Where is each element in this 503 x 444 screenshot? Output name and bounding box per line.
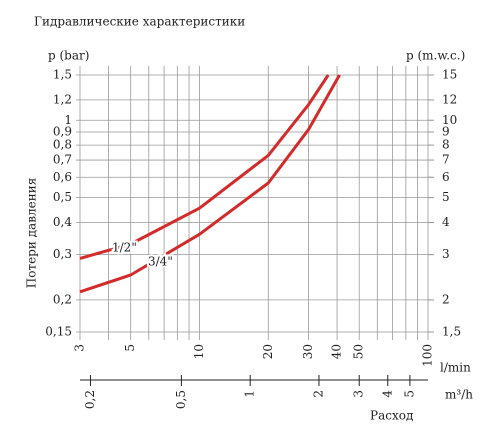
y2-tick-label: 12 (442, 92, 457, 106)
y2-tick-label: 8 (442, 138, 450, 152)
y-tick-label: 0,6 (53, 170, 72, 184)
y2-tick-label: 15 (442, 68, 457, 82)
y-tick-label: 0,15 (45, 325, 72, 339)
y2-tick-label: 10 (442, 113, 457, 127)
y-tick-label: 0,8 (53, 138, 72, 152)
y-axis-right-label: p (m.w.c.) (406, 49, 465, 63)
x-tick-label: 10 (192, 344, 206, 359)
x2-tick-label: 1 (243, 390, 257, 398)
y-tick-label: 0,7 (53, 153, 72, 167)
y-tick-label: 1,5 (53, 68, 72, 82)
x-tick-label: 3 (73, 344, 87, 352)
x-axis-title: Расход (370, 409, 413, 423)
y-tick-label: 0,2 (53, 292, 72, 306)
x-tick-label: 20 (261, 344, 275, 359)
y-tick-label: 1,2 (53, 92, 72, 106)
y-tick-label: 0,9 (53, 125, 72, 139)
y2-tick-label: 4 (442, 215, 450, 229)
line (79, 74, 341, 294)
y-tick-label: 1 (64, 113, 72, 127)
x2-tick-label: 0,5 (174, 390, 188, 409)
y2-tick-label: 1,5 (442, 325, 461, 339)
x-tick-label: 40 (330, 344, 344, 359)
y2-tick-label: 7 (442, 153, 450, 167)
x2-axis-label: m³/h (445, 388, 473, 402)
y-tick-label: 0,4 (53, 215, 72, 229)
series-label: 1/2" (112, 241, 137, 255)
series-label: 3/4" (148, 255, 173, 269)
x2-tick-label: 4 (380, 390, 394, 398)
x-tick-label: 100 (421, 344, 435, 367)
x-tick-label: 50 (352, 344, 366, 359)
y-axis-left-label: p (bar) (48, 49, 89, 63)
x2-tick-label: 2 (311, 390, 325, 398)
x-tick-label: 30 (301, 344, 315, 359)
chart-title: Гидравлические характеристики (34, 15, 245, 29)
y2-tick-label: 6 (442, 170, 450, 184)
x2-tick-label: 3 (352, 390, 366, 398)
y2-tick-label: 2 (442, 292, 450, 306)
y2-tick-label: 5 (442, 190, 450, 204)
x2-tick-label: 0,2 (83, 390, 97, 409)
line (79, 74, 330, 260)
y-tick-label: 0,5 (53, 190, 72, 204)
y2-tick-label: 9 (442, 125, 450, 139)
y2-tick-label: 3 (442, 247, 450, 261)
x-axis-label: l/min (440, 361, 471, 375)
y-axis-title: Потери давления (25, 178, 39, 289)
y-tick-label: 0,3 (53, 247, 72, 261)
x2-tick-label: 5 (402, 390, 416, 398)
x-tick-label: 5 (123, 344, 137, 352)
